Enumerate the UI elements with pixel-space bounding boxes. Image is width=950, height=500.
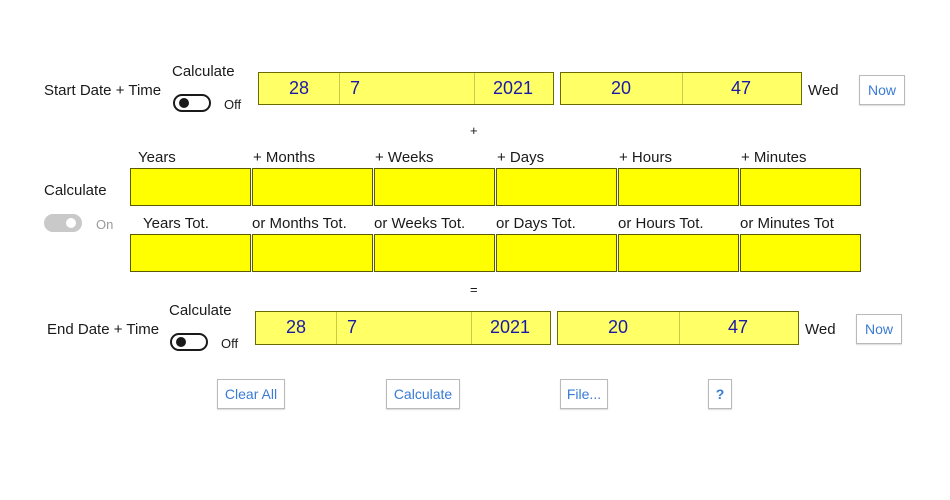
start-now-button[interactable]: Now [859, 75, 905, 105]
end-toggle-state: Off [221, 336, 239, 351]
toggle-knob [66, 218, 76, 228]
weeks-input[interactable] [374, 168, 495, 206]
start-toggle-state: Off [224, 97, 242, 112]
duration-toggle-state: On [96, 217, 114, 232]
start-calculate-label: Calculate [172, 63, 235, 80]
header-weeks-total: or Weeks Tot. [374, 215, 466, 232]
start-calculate-toggle[interactable] [173, 94, 211, 112]
end-day-input[interactable]: 28 [286, 317, 307, 337]
years-input[interactable] [130, 168, 251, 206]
weeks-total-input[interactable] [374, 234, 495, 272]
header-months: + Months [253, 149, 316, 166]
end-date-field[interactable]: 28 7 2021 [255, 311, 551, 345]
start-hour-input[interactable]: 20 [611, 78, 632, 98]
duration-calculate-toggle[interactable] [44, 214, 82, 232]
end-calculate-toggle[interactable] [170, 333, 208, 351]
calculate-button[interactable]: Calculate [386, 379, 460, 409]
header-months-total: or Months Tot. [252, 215, 347, 232]
end-now-button[interactable]: Now [856, 314, 902, 344]
plus-sign: + [470, 123, 478, 138]
header-years: Years [138, 149, 176, 166]
end-calculate-label: Calculate [169, 302, 232, 319]
start-year-input[interactable]: 2021 [493, 78, 534, 98]
duration-calculate-label: Calculate [44, 182, 107, 199]
start-datetime-label: Start Date + Time [44, 82, 162, 99]
help-button[interactable]: ? [708, 379, 732, 409]
days-input[interactable] [496, 168, 617, 206]
start-month-input[interactable]: 7 [350, 78, 361, 98]
minutes-input[interactable] [740, 168, 861, 206]
years-total-input[interactable] [130, 234, 251, 272]
end-hour-input[interactable]: 20 [608, 317, 629, 337]
days-total-input[interactable] [496, 234, 617, 272]
end-year-input[interactable]: 2021 [490, 317, 531, 337]
file-button[interactable]: File... [560, 379, 608, 409]
header-days-total: or Days Tot. [496, 215, 576, 232]
end-minute-input[interactable]: 47 [728, 317, 749, 337]
header-weeks: + Weeks [375, 149, 434, 166]
start-minute-input[interactable]: 47 [731, 78, 752, 98]
clear-all-button[interactable]: Clear All [217, 379, 285, 409]
start-weekday: Wed [808, 82, 839, 99]
header-minutes-total: or Minutes Tot [740, 215, 834, 232]
start-time-field[interactable]: 20 47 [560, 72, 802, 105]
months-input[interactable] [252, 168, 373, 206]
months-total-input[interactable] [252, 234, 373, 272]
end-month-input[interactable]: 7 [347, 317, 358, 337]
start-date-field[interactable]: 28 7 2021 [258, 72, 554, 105]
header-years-total: Years Tot. [143, 215, 209, 232]
end-weekday: Wed [805, 321, 836, 338]
start-day-input[interactable]: 28 [289, 78, 310, 98]
hours-total-input[interactable] [618, 234, 739, 272]
equals-sign: = [470, 282, 478, 297]
toggle-knob [179, 98, 189, 108]
header-hours: + Hours [619, 149, 672, 166]
end-time-field[interactable]: 20 47 [557, 311, 799, 345]
minutes-total-input[interactable] [740, 234, 861, 272]
end-datetime-label: End Date + Time [47, 321, 160, 338]
header-hours-total: or Hours Tot. [618, 215, 704, 232]
header-minutes: + Minutes [741, 149, 807, 166]
hours-input[interactable] [618, 168, 739, 206]
header-days: + Days [497, 149, 545, 166]
toggle-knob [176, 337, 186, 347]
